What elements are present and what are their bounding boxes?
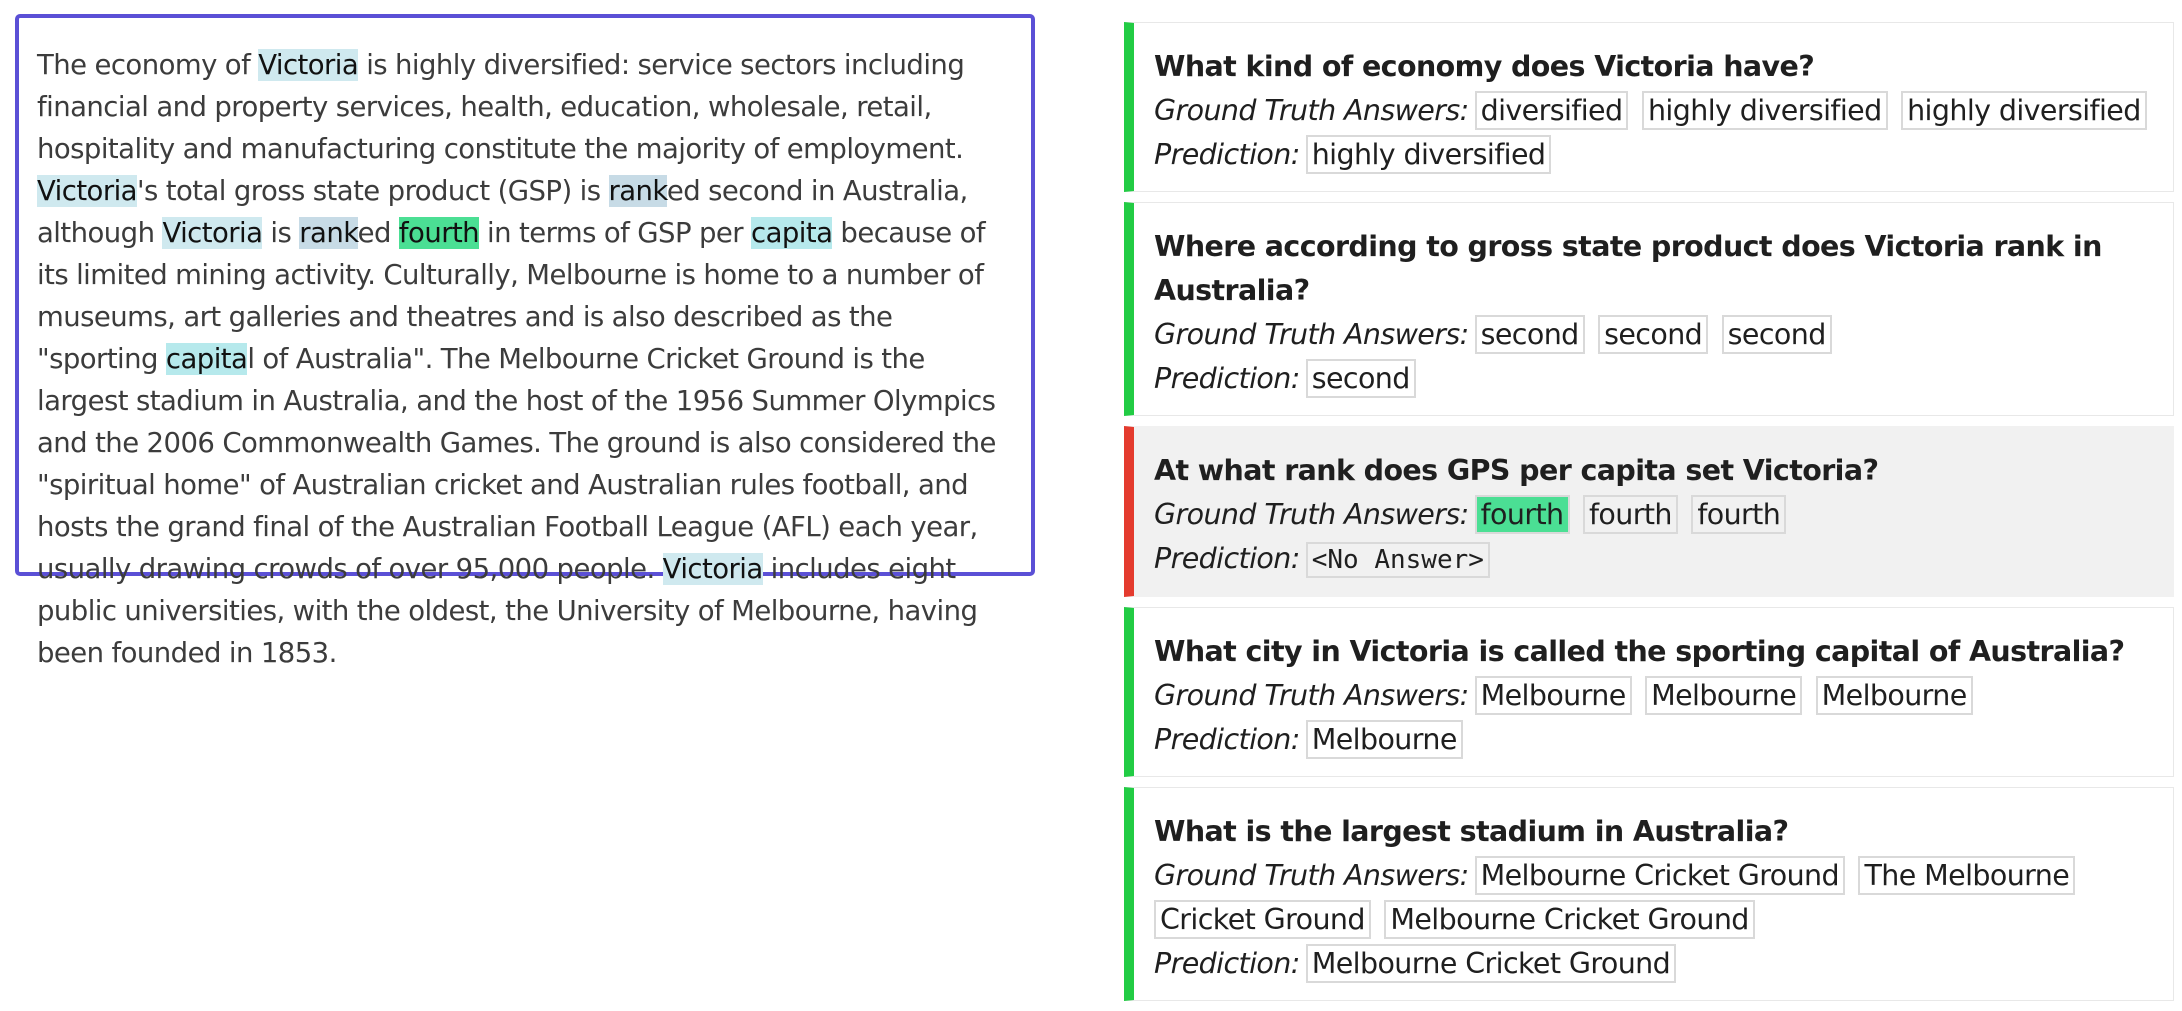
ground-truth-answer: second [1721, 315, 1832, 354]
context-passage: The economy of Victoria is highly divers… [15, 14, 1035, 669]
ground-truth-answer: fourth [1691, 495, 1787, 534]
prediction-label: Prediction: [1154, 362, 1300, 395]
prediction-row: Prediction: second [1154, 357, 2165, 401]
ground-truth-row: Ground Truth Answers: Melbourne Cricket G… [1154, 854, 2165, 942]
prediction-answer: Melbourne Cricket Ground [1305, 944, 1677, 983]
question-term-highlight: Victoria [37, 175, 138, 207]
qa-card-correct: What kind of economy does Victoria have?… [1124, 22, 2174, 192]
passage-segment: is [262, 217, 300, 249]
ground-truth-answer: Melbourne [1474, 676, 1632, 715]
prediction-answer: <No Answer> [1305, 542, 1490, 578]
question-text: What is the largest stadium in Australia… [1154, 815, 1789, 848]
qa-card-correct: What is the largest stadium in Australia… [1124, 787, 2174, 1001]
question-text: At what rank does GPS per capita set Vic… [1154, 454, 1879, 487]
ground-truth-label: Ground Truth Answers: [1154, 859, 1469, 892]
ground-truth-answer: diversified [1474, 91, 1629, 130]
question-term-highlight: Victoria [162, 217, 263, 249]
answer-span-highlight: fourth [398, 217, 480, 249]
passage-text: The economy of Victoria is highly divers… [37, 44, 1006, 674]
ground-truth-row: Ground Truth Answers: diversified highly … [1154, 89, 2165, 133]
ground-truth-row: Ground Truth Answers: Melbourne Melbourne… [1154, 674, 2165, 718]
ground-truth-answer: Melbourne Cricket Ground [1384, 900, 1755, 939]
prediction-answer: highly diversified [1305, 135, 1552, 174]
ground-truth-answer: highly diversified [1641, 91, 1888, 130]
ground-truth-label: Ground Truth Answers: [1154, 679, 1469, 712]
passage-segment: ed second in Australia, although [37, 175, 968, 249]
ground-truth-row: Ground Truth Answers: fourth fourth fourt… [1154, 493, 2165, 537]
prediction-label: Prediction: [1154, 138, 1300, 171]
ground-truth-row: Ground Truth Answers: second second secon… [1154, 313, 2165, 357]
ground-truth-answer: Melbourne [1815, 676, 1973, 715]
passage-segment: The economy of [37, 49, 259, 81]
passage-segment: in terms of GSP per [479, 217, 752, 249]
capita-term-highlight: capita [751, 217, 833, 249]
qa-card-incorrect: At what rank does GPS per capita set Vic… [1124, 426, 2174, 597]
qa-card-correct: What city in Victoria is called the spor… [1124, 607, 2174, 777]
passage-segment: ed [357, 217, 399, 249]
prediction-label: Prediction: [1154, 947, 1300, 980]
qa-card-correct: Where according to gross state product d… [1124, 202, 2174, 416]
passage-segment: because of its limited mining activity. … [37, 217, 986, 375]
qa-results-list: What kind of economy does Victoria have?… [1124, 22, 2174, 1011]
ground-truth-answer: second [1474, 315, 1585, 354]
prediction-row: Prediction: Melbourne Cricket Ground [1154, 942, 2165, 986]
rank-term-highlight: rank [608, 175, 667, 207]
capita-term-highlight: capita [165, 343, 248, 375]
question-term-highlight: Victoria [258, 49, 359, 81]
prediction-label: Prediction: [1154, 723, 1300, 756]
passage-segment: l of Australia". The Melbourne Cricket G… [37, 343, 996, 585]
ground-truth-label: Ground Truth Answers: [1154, 498, 1469, 531]
ground-truth-answer: highly diversified [1901, 91, 2147, 130]
question-term-highlight: Victoria [662, 553, 763, 585]
question-text: What kind of economy does Victoria have? [1154, 50, 1815, 83]
ground-truth-label: Ground Truth Answers: [1154, 318, 1469, 351]
ground-truth-answer: Melbourne [1645, 676, 1803, 715]
rank-term-highlight: rank [299, 217, 358, 249]
prediction-label: Prediction: [1154, 542, 1300, 575]
ground-truth-answer-matched: fourth [1474, 495, 1570, 534]
prediction-answer: second [1305, 359, 1416, 398]
prediction-row: Prediction: highly diversified [1154, 133, 2165, 177]
passage-segment: is highly diversified: service sectors i… [37, 49, 965, 165]
ground-truth-answer: fourth [1582, 495, 1678, 534]
question-text: Where according to gross state product d… [1154, 230, 2102, 307]
prediction-row: Prediction: <No Answer> [1154, 537, 2165, 582]
passage-segment: 's total gross state product (GSP) is [136, 175, 609, 207]
passage-segment: includes eight public universities, with… [37, 553, 978, 669]
ground-truth-label: Ground Truth Answers: [1154, 94, 1469, 127]
question-text: What city in Victoria is called the spor… [1154, 635, 2125, 668]
prediction-row: Prediction: Melbourne [1154, 718, 2165, 762]
prediction-answer: Melbourne [1305, 720, 1463, 759]
ground-truth-answer: second [1598, 315, 1709, 354]
ground-truth-answer: Melbourne Cricket Ground [1474, 856, 1846, 895]
